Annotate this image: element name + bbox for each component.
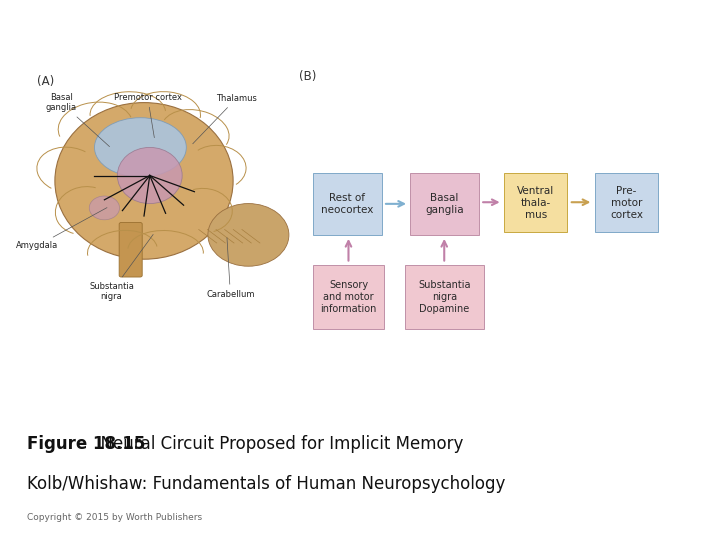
Ellipse shape <box>208 204 289 266</box>
FancyBboxPatch shape <box>410 173 479 235</box>
Text: Carabellum: Carabellum <box>206 238 255 299</box>
Text: (A): (A) <box>37 75 55 87</box>
Text: Sensory
and motor
information: Sensory and motor information <box>320 280 377 314</box>
Text: Neural Circuit Proposed for Implicit Memory: Neural Circuit Proposed for Implicit Mem… <box>89 435 463 453</box>
Text: Basal
ganglia: Basal ganglia <box>45 93 109 147</box>
Text: Rest of
neocortex: Rest of neocortex <box>321 193 374 215</box>
Text: (B): (B) <box>299 70 316 83</box>
FancyBboxPatch shape <box>120 222 143 277</box>
FancyBboxPatch shape <box>595 173 658 232</box>
Text: Substantia
nigra: Substantia nigra <box>89 234 153 301</box>
Text: Ventral
thala-
mus: Ventral thala- mus <box>517 186 554 219</box>
Text: Figure 18.15: Figure 18.15 <box>27 435 145 453</box>
Text: Pre-
motor
cortex: Pre- motor cortex <box>610 186 643 219</box>
Text: Premotor cortex: Premotor cortex <box>114 93 181 138</box>
Text: Copyright © 2015 by Worth Publishers: Copyright © 2015 by Worth Publishers <box>27 513 202 522</box>
FancyBboxPatch shape <box>405 265 484 329</box>
Text: Substantia
nigra
Dopamine: Substantia nigra Dopamine <box>418 280 470 314</box>
Text: Thalamus: Thalamus <box>193 94 257 144</box>
FancyBboxPatch shape <box>313 173 382 235</box>
Ellipse shape <box>117 147 182 204</box>
FancyBboxPatch shape <box>504 173 567 232</box>
Ellipse shape <box>89 196 120 220</box>
Text: Amygdala: Amygdala <box>17 207 107 250</box>
Text: Basal
ganglia: Basal ganglia <box>426 193 464 215</box>
Ellipse shape <box>94 118 186 177</box>
Text: Kolb/Whishaw: Fundamentals of Human Neuropsychology: Kolb/Whishaw: Fundamentals of Human Neur… <box>27 475 505 493</box>
Ellipse shape <box>55 103 233 259</box>
FancyBboxPatch shape <box>313 265 384 329</box>
